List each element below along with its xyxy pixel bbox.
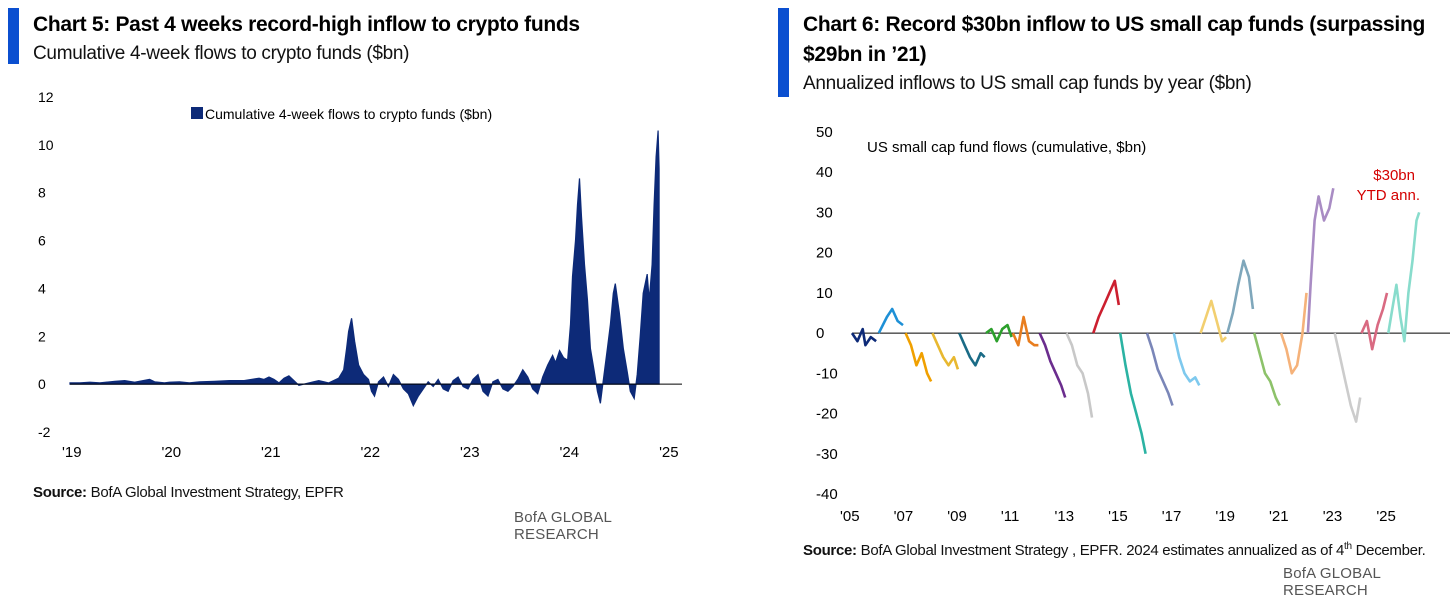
chart6-ytick-label: 10 — [816, 285, 833, 302]
chart5-brand: BofA GLOBAL RESEARCH — [514, 509, 612, 543]
chart6-source-label: Source: — [803, 542, 857, 559]
chart6-series-line-2014 — [1092, 279, 1121, 334]
chart5-ytick-label: 8 — [38, 185, 46, 201]
chart5-ytick-label: -2 — [38, 424, 51, 440]
chart5-legend-label: Cumulative 4-week flows to crypto funds … — [205, 106, 492, 122]
chart6-ytick-label: 40 — [816, 164, 833, 181]
chart6-series-line-2020 — [1252, 332, 1281, 407]
chart6-series-line-2007 — [904, 332, 933, 382]
chart6-series-line-2025 — [1387, 211, 1421, 343]
chart5-ytick-label: 2 — [38, 328, 46, 344]
chart6-series-line-2015 — [1118, 332, 1147, 455]
chart5-ytick-label: 4 — [38, 280, 46, 296]
chart6-annotation-note: YTD ann. — [1357, 187, 1420, 204]
chart6-legend-label: US small cap fund flows (cumulative, $bn… — [867, 139, 1146, 156]
chart5-ytick-label: 12 — [38, 89, 54, 105]
chart6-series-line-2016 — [1145, 332, 1174, 406]
chart5-source-label: Source: — [33, 484, 87, 501]
chart5-panel: Chart 5: Past 4 weeks record-high inflow… — [0, 0, 700, 589]
chart6-ytick-label: 30 — [816, 204, 833, 221]
chart6-source-tail: December. — [1351, 542, 1426, 559]
chart6-series-line-2006 — [877, 307, 904, 334]
chart6-xtick-label: '17 — [1162, 508, 1182, 525]
chart5-xtick-label: '19 — [62, 444, 82, 461]
chart5-source: Source: BofA Global Investment Strategy,… — [33, 484, 344, 501]
chart6-series-line-2011 — [1011, 315, 1039, 347]
chart6-series-line-2019 — [1226, 259, 1255, 334]
chart5-xtick-label: '23 — [460, 444, 480, 461]
chart6-series-line-2017 — [1172, 332, 1201, 386]
chart6-brand: BofA GLOBAL RESEARCH — [1283, 565, 1381, 599]
chart6-xtick-label: '07 — [894, 508, 914, 525]
chart5-xtick-label: '24 — [560, 444, 580, 461]
chart6-ytick-label: 20 — [816, 245, 833, 262]
chart6-series-line-2008 — [931, 332, 960, 370]
chart5-subtitle: Cumulative 4-week flows to crypto funds … — [33, 43, 410, 64]
chart5-legend: Cumulative 4-week flows to crypto funds … — [191, 106, 492, 122]
chart6-xtick-label: '25 — [1376, 508, 1396, 525]
chart5-legend-swatch — [191, 107, 203, 119]
chart6-panel: Chart 6: Record $30bn inflow to US small… — [770, 0, 1456, 599]
chart5-accent-bar — [8, 8, 19, 64]
chart6-series-line-2009 — [958, 332, 986, 367]
chart6-title: Chart 6: Record $30bn inflow to US small… — [803, 13, 1426, 66]
chart5-xtick-label: '22 — [361, 444, 381, 461]
chart6-series-line-2023 — [1333, 332, 1362, 423]
chart6-series-line-2005 — [850, 327, 877, 347]
chart5-ytick-label: 6 — [38, 233, 46, 249]
chart6-xtick-label: '05 — [840, 508, 860, 525]
chart6-series-line-2024 — [1360, 292, 1389, 351]
chart6-xtick-label: '23 — [1323, 508, 1343, 525]
chart5-title: Chart 5: Past 4 weeks record-high inflow… — [33, 13, 580, 36]
chart6-xtick-label: '11 — [1001, 508, 1019, 525]
chart6-xtick-label: '15 — [1108, 508, 1128, 525]
chart6-ytick-label: -20 — [816, 406, 838, 423]
chart6-ytick-label: 50 — [816, 124, 833, 141]
chart6-source-sup: th — [1344, 541, 1352, 552]
chart5-series-area — [69, 130, 660, 408]
chart6-series-line-2013 — [1065, 332, 1094, 418]
chart6-series-line-2010 — [985, 323, 1013, 343]
chart6-plot: -40 -30 -20 -10 0 10 20 30 40 50 '05 '07 '09 '11 '13 '1… — [816, 124, 1450, 525]
chart5-xtick-label: '21 — [261, 444, 281, 461]
chart6-ytick-label: -40 — [816, 486, 838, 503]
chart5-xtick-label: '20 — [162, 444, 182, 461]
chart5-xtick-label: '25 — [659, 444, 679, 461]
chart6-ytick-label: -30 — [816, 446, 838, 463]
chart5-source-text: BofA Global Investment Strategy, EPFR — [86, 484, 344, 501]
chart6-series-line-2022 — [1306, 188, 1335, 334]
chart6-xtick-label: '09 — [947, 508, 967, 525]
chart6-xtick-label: '21 — [1269, 508, 1289, 525]
chart6-subtitle: Annualized inflows to US small cap funds… — [803, 73, 1252, 94]
chart6-accent-bar — [778, 8, 789, 97]
chart6-xtick-label: '19 — [1215, 508, 1235, 525]
chart6-annotation-value: $30bn — [1373, 167, 1415, 184]
chart5-plot: -2 0 2 4 6 8 10 12 '19 '20 '21 '22 '23 '24 '25 Cumulati… — [38, 89, 682, 461]
chart6-series-line-2018 — [1199, 299, 1228, 343]
chart6-ytick-label: 0 — [816, 325, 824, 342]
chart6-xtick-label: '13 — [1055, 508, 1075, 525]
chart5-ytick-label: 10 — [38, 137, 54, 153]
chart6-series-line-2021 — [1279, 292, 1308, 375]
chart6-series-line-2012 — [1038, 332, 1067, 398]
chart6-ytick-label: -10 — [816, 365, 838, 382]
chart5-ytick-label: 0 — [38, 376, 46, 392]
chart6-source: Source: BofA Global Investment Strategy … — [803, 541, 1426, 559]
chart6-source-text: BofA Global Investment Strategy , EPFR. … — [856, 542, 1345, 559]
